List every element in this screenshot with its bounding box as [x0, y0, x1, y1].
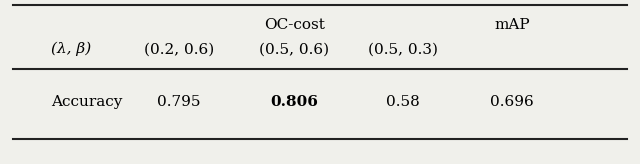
- Text: (0.5, 0.3): (0.5, 0.3): [368, 42, 438, 56]
- Text: (0.5, 0.6): (0.5, 0.6): [259, 42, 330, 56]
- Text: (λ, β): (λ, β): [51, 42, 92, 56]
- Text: mAP: mAP: [494, 18, 530, 32]
- Text: 0.795: 0.795: [157, 95, 201, 109]
- Text: 0.806: 0.806: [271, 95, 318, 109]
- Text: (0.2, 0.6): (0.2, 0.6): [144, 42, 214, 56]
- Text: 0.58: 0.58: [387, 95, 420, 109]
- Text: Accuracy: Accuracy: [51, 95, 123, 109]
- Text: OC-cost: OC-cost: [264, 18, 325, 32]
- Text: 0.696: 0.696: [490, 95, 534, 109]
